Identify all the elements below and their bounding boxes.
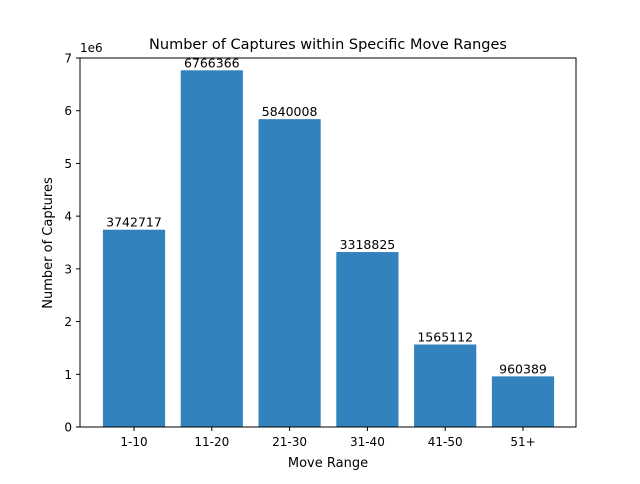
x-tick-label-51+: 51+ [510, 435, 535, 449]
x-axis: 1-10 11-20 21-30 31-40 41-50 51+ [120, 427, 536, 449]
x-tick-label-21-30: 21-30 [272, 435, 307, 449]
y-tick-label-0: 0 [64, 421, 72, 435]
x-tick-label-41-50: 41-50 [428, 435, 463, 449]
bar-31-40 [336, 252, 399, 427]
x-axis-label: Move Range [288, 456, 368, 471]
y-tick-label-5: 5 [64, 157, 72, 171]
y-tick-label-1: 1 [64, 368, 72, 382]
data-label-51+: 960389 [499, 361, 547, 376]
y-tick-label-7: 7 [64, 52, 72, 66]
plot-frame [79, 57, 577, 428]
y-axis-offset-label: 1e6 [80, 41, 103, 55]
bar-41-50 [414, 344, 477, 427]
y-axis: 0 1 2 3 4 5 6 7 [64, 52, 80, 435]
y-tick-label-3: 3 [64, 262, 72, 276]
x-tick-label-1-10: 1-10 [120, 435, 147, 449]
data-label-21-30: 5840008 [262, 104, 318, 119]
bars-layer [102, 70, 555, 428]
y-tick-label-4: 4 [64, 210, 72, 224]
data-labels-layer: 3742717 6766366 5840008 3318825 1565112 96038… [106, 55, 547, 376]
x-tick-label-11-20: 11-20 [194, 435, 229, 449]
data-label-41-50: 1565112 [417, 330, 473, 345]
bar-1-10 [102, 229, 166, 427]
bar-21-30 [258, 119, 321, 428]
y-tick-label-6: 6 [64, 104, 72, 118]
bar-11-20 [180, 70, 243, 427]
x-tick-label-31-40: 31-40 [350, 435, 385, 449]
y-axis-label: Number of Captures [41, 177, 56, 309]
chart-title: Number of Captures within Specific Move … [149, 37, 507, 53]
data-label-31-40: 3318825 [340, 237, 396, 252]
bar-51+ [491, 376, 555, 427]
data-label-11-20: 6766366 [184, 55, 240, 70]
data-label-1-10: 3742717 [106, 215, 162, 230]
y-tick-label-2: 2 [64, 315, 72, 329]
